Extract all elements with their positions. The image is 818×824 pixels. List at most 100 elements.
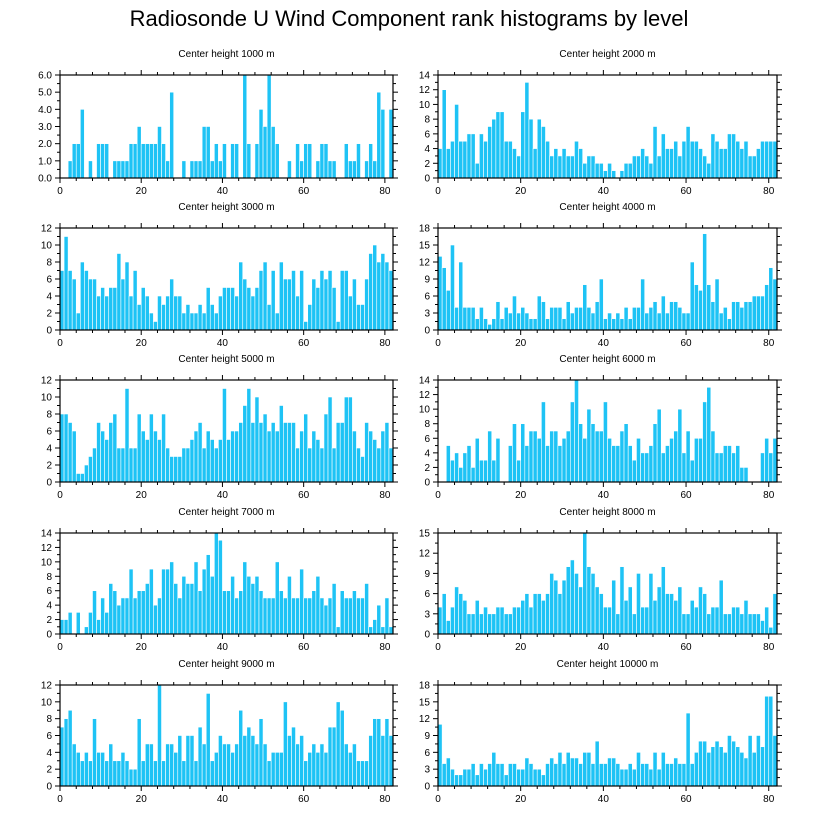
histogram-bar [483, 606, 488, 635]
histogram-bar [673, 757, 679, 787]
histogram-bar [246, 726, 252, 787]
histogram-bar [619, 170, 625, 179]
histogram-bar [627, 162, 633, 179]
histogram-bar [218, 735, 223, 787]
histogram-bar [458, 593, 464, 635]
histogram-bar [384, 597, 390, 635]
histogram-bar [735, 301, 741, 331]
histogram-bar [299, 735, 304, 787]
histogram-bar [656, 312, 662, 331]
histogram-bar [153, 321, 158, 331]
histogram-bar [132, 447, 138, 483]
histogram-bar [356, 597, 361, 635]
histogram-bar [380, 430, 386, 483]
histogram-bar [574, 573, 579, 635]
x-tick-label: 40 [217, 490, 229, 501]
histogram-bar [63, 413, 69, 483]
histogram-bar [528, 763, 534, 787]
histogram-bar [507, 445, 513, 483]
histogram-bar [205, 693, 211, 787]
histogram-bar [319, 143, 325, 179]
y-tick-label: 2 [46, 309, 52, 320]
histogram-bar [665, 312, 670, 331]
histogram-bar [450, 768, 455, 787]
histogram-bar [360, 304, 365, 331]
histogram-bar [124, 388, 130, 483]
histogram-bar [590, 155, 596, 179]
histogram-bar [710, 301, 716, 331]
histogram-bar [149, 568, 154, 635]
histogram-bar [561, 437, 567, 483]
histogram-bar [565, 566, 571, 635]
histogram-bar [611, 318, 617, 331]
y-tick-label: 0 [46, 782, 52, 793]
y-tick-label: 12 [419, 714, 431, 725]
histogram-bar [487, 613, 493, 635]
histogram-bar [582, 284, 588, 331]
histogram-bar [545, 763, 550, 787]
histogram-bar [648, 445, 654, 483]
histogram-bar [100, 143, 105, 179]
histogram-bar [491, 318, 497, 331]
histogram-bar [578, 148, 583, 179]
histogram-bar [698, 586, 703, 635]
histogram-bar [331, 287, 337, 331]
histogram-bar [689, 763, 695, 787]
histogram-bar [59, 726, 65, 787]
histogram-bar [632, 613, 637, 635]
histogram-bar [307, 597, 313, 635]
histogram-bar [689, 459, 695, 483]
histogram-bar [747, 301, 753, 331]
histogram-bar [287, 735, 292, 787]
histogram-bar [165, 447, 170, 483]
histogram-bar [177, 456, 183, 483]
histogram-bar [266, 430, 272, 483]
histogram-bar [140, 760, 146, 787]
histogram-bar [112, 760, 118, 787]
histogram-bar [124, 160, 130, 179]
histogram-bar [760, 295, 765, 331]
histogram-bar [165, 295, 170, 331]
histogram-bar [80, 109, 85, 179]
histogram-bar [173, 295, 179, 331]
histogram-bar [144, 143, 150, 179]
histogram-bar [565, 155, 571, 179]
x-tick-label: 0 [57, 490, 63, 501]
histogram-bar [352, 278, 357, 331]
histogram-bar [743, 757, 749, 787]
histogram-bar [532, 148, 538, 179]
histogram-bar [503, 307, 509, 331]
histogram-bar [92, 278, 97, 331]
histogram-bar [739, 148, 745, 179]
histogram-bar [189, 312, 195, 331]
histogram-bar [214, 447, 219, 483]
histogram-bar [270, 270, 276, 331]
histogram-bar [84, 626, 89, 635]
histogram-bar [768, 695, 774, 787]
histogram-bar [495, 437, 501, 483]
histogram-bar [165, 743, 170, 787]
histogram-bar [307, 143, 313, 179]
x-tick-label: 20 [515, 794, 527, 805]
y-tick-label: 0 [46, 630, 52, 641]
histogram-bar [295, 447, 300, 483]
y-tick-label: 2 [46, 765, 52, 776]
histogram-bar [80, 473, 85, 483]
panel-title: Center height 8000 m [559, 507, 655, 518]
y-tick-label: 2 [424, 159, 430, 170]
histogram-bar [739, 613, 745, 635]
histogram-bar [295, 143, 300, 179]
histogram-bar [193, 312, 199, 331]
histogram-bar [201, 126, 207, 179]
histogram-bar [352, 430, 357, 483]
histogram-bar [327, 726, 333, 787]
histogram-bar [339, 709, 345, 787]
histogram-bar [258, 590, 264, 635]
y-tick-label: 2.0 [38, 139, 52, 150]
histogram-bar [710, 430, 716, 483]
histogram-bar [299, 568, 304, 635]
histogram-bar [266, 597, 272, 635]
histogram-bar [274, 312, 280, 331]
histogram-bar [360, 760, 365, 787]
y-tick-label: 3 [424, 309, 430, 320]
